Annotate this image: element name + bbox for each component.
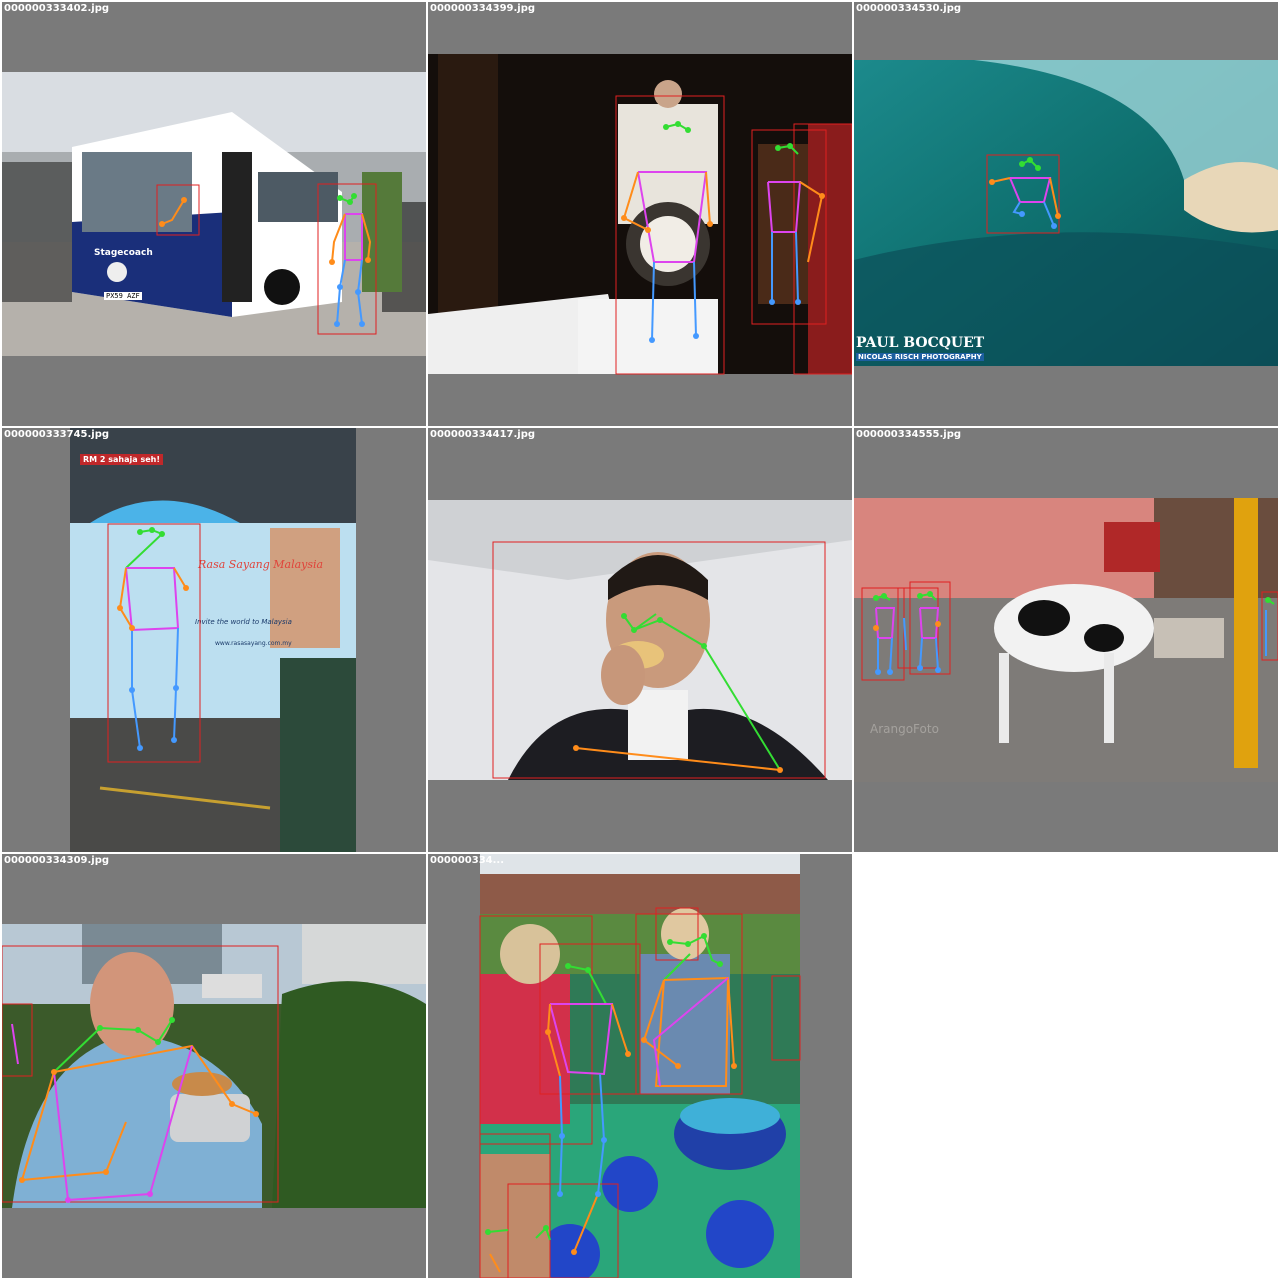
photo-watermark: ArangoFoto: [870, 722, 939, 736]
tile-filename: 000000334555.jpg: [856, 429, 962, 440]
party-photo: [480, 854, 800, 1278]
bus-ad-url: www.rasasayang.com.my: [215, 640, 292, 647]
pose-overlay: [107, 523, 201, 763]
surf-photo: PAUL BOCQUET NICOLAS RISCH PHOTOGRAPHY: [854, 60, 1278, 366]
umbrella-photo: RM 2 sahaja seh! Rasa Sayang Malaysia In…: [70, 428, 356, 852]
image-tile-eating: 000000334417.jpg: [428, 428, 852, 852]
tile-filename: 000000334530.jpg: [856, 3, 962, 14]
image-tile-sandwich: 000000334309.jpg: [2, 854, 426, 1278]
pose-overlay: [615, 95, 852, 375]
tile-filename: 000000334399.jpg: [430, 3, 536, 14]
pose-overlay: [861, 581, 1278, 681]
tile-filename: 000000334309.jpg: [4, 855, 110, 866]
bus-ad-banner: RM 2 sahaja seh!: [80, 454, 163, 465]
pose-overlay: [156, 183, 377, 335]
cow-photo: ArangoFoto: [854, 498, 1278, 782]
image-tile-bus: 000000333402.jpg Stagecoach PX59 AZF: [2, 2, 426, 426]
bus-ad-script: Rasa Sayang Malaysia: [198, 558, 324, 571]
image-tile-party: 000000334...: [428, 854, 852, 1278]
image-tile-umbrella: 000000333745.jpg RM 2 sahaja seh! Rasa S…: [2, 428, 426, 852]
sandwich-photo: [2, 924, 426, 1208]
tile-filename: 000000334...: [430, 855, 505, 866]
image-tile-clock: 000000334399.jpg: [428, 2, 852, 426]
pose-overlay: [2, 945, 279, 1203]
bus-ad-tagline: Invite the world to Malaysia: [195, 618, 292, 626]
clock-photo: [428, 54, 852, 374]
tile-filename: 000000333745.jpg: [4, 429, 110, 440]
image-tile-surfer: 000000334530.jpg PAUL BOCQUET NICOLAS RI…: [854, 2, 1278, 426]
eating-photo: [428, 500, 852, 780]
pose-overlay: [479, 907, 801, 1278]
pose-overlay: [986, 154, 1061, 234]
image-tile-cow: 000000334555.jpg ArangoFoto: [854, 428, 1278, 852]
pose-overlay: [492, 541, 826, 779]
tile-filename: 000000334417.jpg: [430, 429, 536, 440]
bus-logo-text: Stagecoach: [94, 248, 153, 258]
bus-plate-text: PX59 AZF: [104, 292, 142, 300]
credit-subtitle: NICOLAS RISCH PHOTOGRAPHY: [856, 353, 984, 361]
credit-title: PAUL BOCQUET: [856, 335, 985, 351]
tile-filename: 000000333402.jpg: [4, 3, 110, 14]
